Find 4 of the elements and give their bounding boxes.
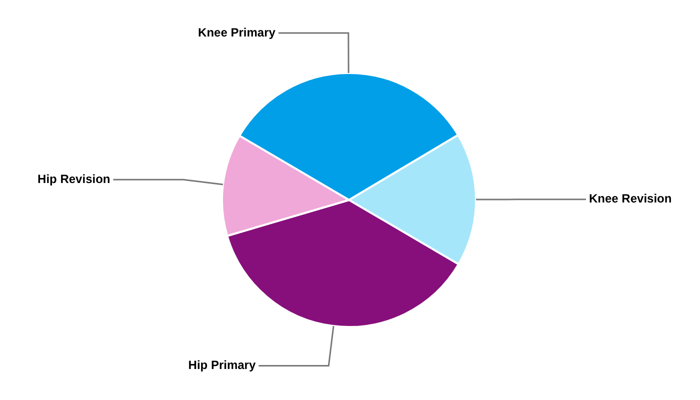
slice-label: Hip Primary [188,358,256,372]
slice-label: Knee Revision [589,192,672,206]
slice-label: Hip Revision [38,172,110,186]
slice-label: Knee Primary [198,25,276,40]
